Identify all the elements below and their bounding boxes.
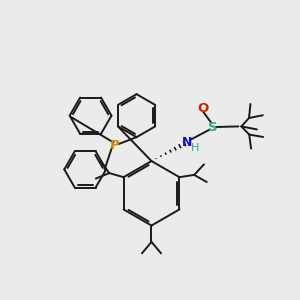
Text: H: H [191, 143, 199, 153]
Text: N: N [182, 136, 192, 149]
Text: P: P [110, 139, 120, 152]
Text: S: S [208, 121, 218, 134]
Text: O: O [197, 102, 208, 115]
